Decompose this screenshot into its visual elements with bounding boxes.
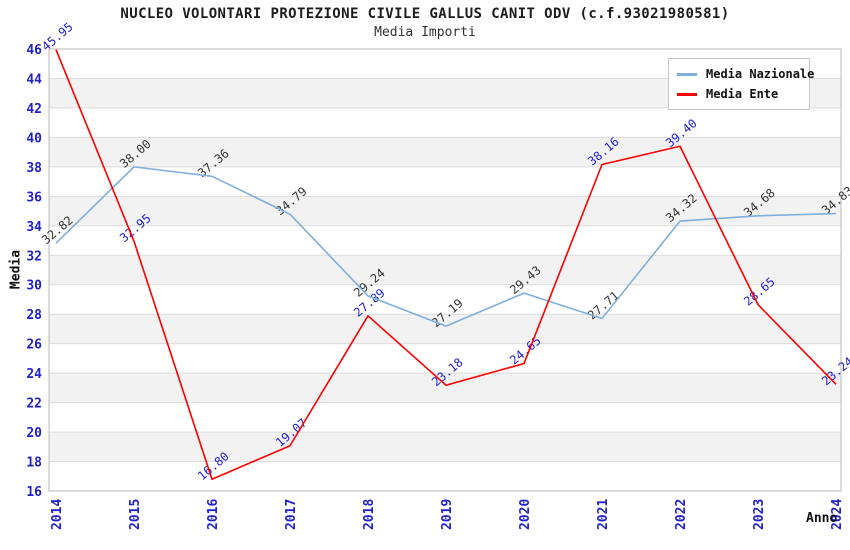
- x-tick-label: 2023: [752, 499, 767, 530]
- grid-band: [49, 255, 841, 285]
- legend: Media Nazionale Media Ente: [668, 58, 814, 110]
- y-tick-label: 28: [26, 308, 42, 323]
- y-tick-label: 36: [26, 190, 42, 205]
- y-tick-label: 34: [26, 220, 42, 235]
- x-tick-label: 2024: [830, 499, 845, 530]
- series-line-media-nazionale: [55, 166, 837, 327]
- plot-border: [48, 48, 842, 492]
- y-tick-label: 32: [26, 249, 42, 264]
- chart-title: NUCLEO VOLONTARI PROTEZIONE CIVILE GALLU…: [120, 6, 730, 22]
- legend-label-ente: Media Ente: [706, 87, 779, 101]
- y-tick-label: 40: [26, 131, 42, 146]
- grid-band: [49, 432, 841, 462]
- series-line-media-ente: [55, 49, 837, 481]
- x-tick-label: 2019: [440, 499, 455, 530]
- legend-line-swatch-nazionale: [677, 72, 697, 76]
- y-tick-label: 42: [26, 102, 42, 117]
- x-axis-title: Anno: [806, 511, 838, 526]
- y-tick-label: 16: [26, 485, 42, 500]
- x-tick-label: 2014: [50, 499, 65, 530]
- x-tick-label: 2016: [206, 499, 221, 530]
- x-tick-label: 2015: [128, 499, 143, 530]
- y-tick-label: 24: [26, 367, 42, 382]
- y-tick-label: 22: [26, 397, 42, 412]
- x-tick-label: 2020: [518, 499, 533, 530]
- grid-band: [49, 373, 841, 403]
- y-axis-title: Media: [8, 249, 24, 290]
- x-tick-label: 2022: [674, 499, 689, 530]
- y-tick-label: 38: [26, 161, 42, 176]
- legend-item-media-ente: Media Ente: [677, 84, 801, 104]
- x-tick-label: 2021: [596, 499, 611, 530]
- chart-subtitle: Media Importi: [374, 25, 476, 40]
- legend-label-nazionale: Media Nazionale: [706, 67, 815, 81]
- y-tick-label: 18: [26, 456, 42, 471]
- x-tick-label: 2017: [284, 499, 299, 530]
- legend-line-swatch-ente: [677, 92, 697, 96]
- y-tick-label: 46: [26, 43, 42, 58]
- y-tick-label: 20: [26, 426, 42, 441]
- x-tick-label: 2018: [362, 499, 377, 530]
- grid-band: [49, 314, 841, 344]
- grid-band: [49, 137, 841, 167]
- y-tick-label: 26: [26, 338, 42, 353]
- grid-band: [49, 196, 841, 226]
- legend-item-media-nazionale: Media Nazionale: [677, 64, 814, 84]
- y-tick-label: 30: [26, 279, 42, 294]
- y-tick-label: 44: [26, 72, 42, 87]
